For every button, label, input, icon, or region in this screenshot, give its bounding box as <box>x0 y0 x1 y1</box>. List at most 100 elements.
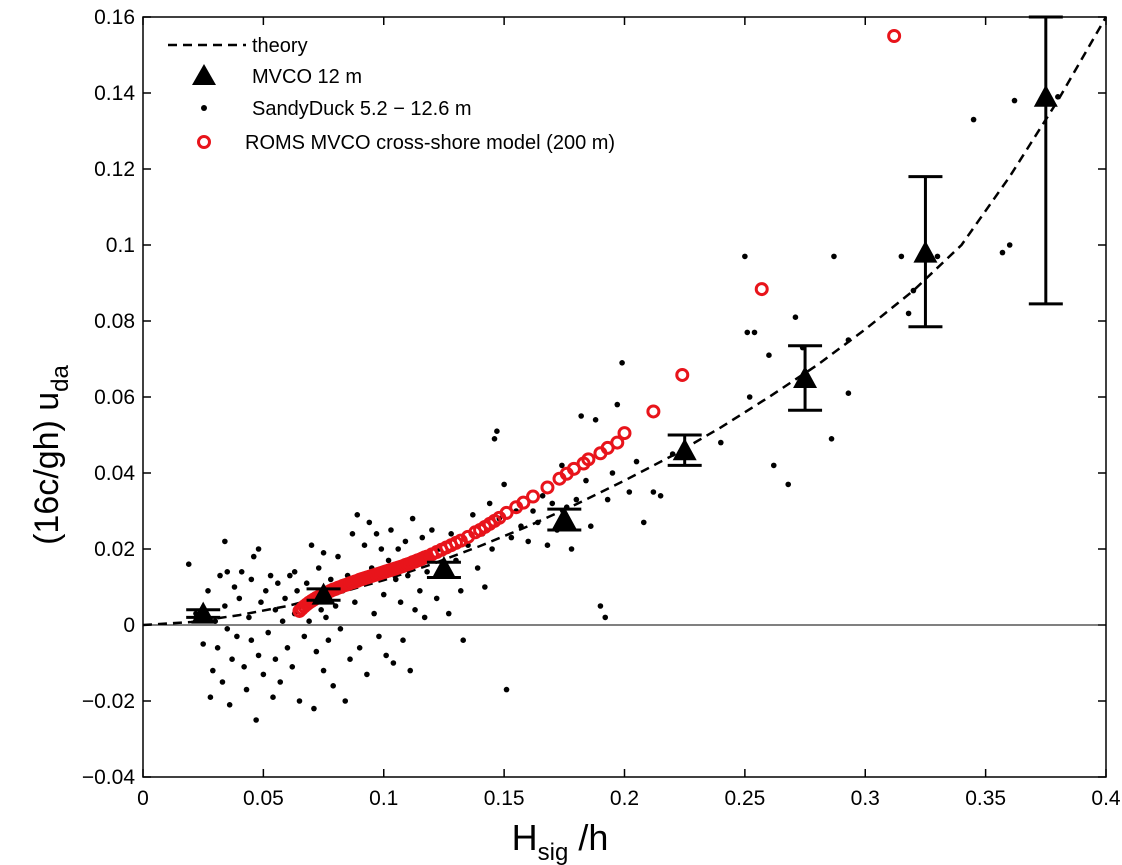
sandyduck-point <box>234 633 240 640</box>
sandyduck-point <box>999 249 1006 256</box>
sandyduck-point <box>185 561 192 567</box>
y-tick-label: 0.08 <box>94 310 135 333</box>
roms-point <box>754 282 769 297</box>
sandyduck-point <box>260 671 267 678</box>
sandyduck-point <box>222 603 228 609</box>
sandyduck-point <box>597 603 604 609</box>
sandyduck-point <box>327 576 334 583</box>
sandyduck-point <box>200 641 206 647</box>
x-tick-label: 0.4 <box>1091 787 1121 810</box>
sandyduck-point <box>482 584 488 590</box>
sandyduck-point <box>1011 97 1018 104</box>
sandyduck-point <box>258 599 264 605</box>
y-tick-label: 0.14 <box>94 82 135 105</box>
sandyduck-point <box>277 679 284 685</box>
sandyduck-point <box>246 614 252 621</box>
y-tick-label: −0.04 <box>82 766 135 789</box>
sandyduck-point <box>287 572 293 579</box>
sandyduck-point <box>294 588 300 594</box>
sandyduck-point <box>845 390 852 397</box>
sandyduck-point <box>241 664 247 670</box>
sandyduck-point <box>592 417 599 423</box>
sandyduck-point <box>207 694 214 700</box>
sandyduck-point <box>337 626 344 632</box>
sandyduck-point <box>306 618 312 624</box>
mvco-series <box>186 15 1063 624</box>
roms-series <box>292 29 902 618</box>
sandyduck-point <box>380 591 387 598</box>
legend: theory MVCO 12 m SandyDuck 5.2 − 12.6 m … <box>168 35 615 154</box>
sandyduck-point <box>494 428 500 435</box>
sandyduck-point <box>248 576 255 583</box>
sandyduck-point <box>587 523 594 529</box>
sandyduck-point <box>275 580 281 586</box>
sandyduck-point <box>335 553 341 560</box>
sandyduck-point <box>253 717 259 723</box>
legend-sandyduck-dot-icon <box>201 105 207 111</box>
sandyduck-point <box>308 542 315 548</box>
sandyduck-point <box>349 531 356 537</box>
sandyduck-point <box>457 588 464 594</box>
sandyduck-point <box>311 705 317 712</box>
legend-roms-label: ROMS MVCO cross-shore model (200 m) <box>245 132 615 154</box>
sandyduck-point <box>279 618 286 624</box>
mvco-point <box>793 366 818 388</box>
sandyduck-point <box>352 599 358 605</box>
y-axis-label: (16c/gh) uda <box>28 364 74 544</box>
sandyduck-point <box>219 679 226 685</box>
roms-point <box>887 29 902 43</box>
sandyduck-point <box>217 572 223 579</box>
sandyduck-point <box>409 515 416 522</box>
sandyduck-point <box>385 557 392 564</box>
roms-point <box>610 435 625 450</box>
sandyduck-point <box>342 698 349 704</box>
y-axis-label-sub: da <box>47 364 74 391</box>
sandyduck-point <box>373 531 380 537</box>
sandyduck-point <box>1006 242 1013 248</box>
sandyduck-point <box>262 588 269 594</box>
sandyduck-point <box>421 614 428 621</box>
x-axis-label-tail: /h <box>568 817 608 858</box>
x-axis-label-sub: sig <box>538 839 569 865</box>
x-tick-label: 0.1 <box>369 787 398 810</box>
sandyduck-point <box>320 667 327 674</box>
sandyduck-point <box>785 481 792 488</box>
sandyduck-point <box>970 116 977 123</box>
sandyduck-point <box>539 493 546 499</box>
roms-point <box>526 489 541 504</box>
sandyduck-point <box>501 481 507 488</box>
sandyduck-point <box>383 652 389 659</box>
plot-area <box>142 16 1107 778</box>
sandyduck-point <box>530 508 536 514</box>
y-tick-label: 0.1 <box>106 234 135 257</box>
sandyduck-point <box>583 477 589 484</box>
x-axis-label-main: H <box>512 817 538 858</box>
sandyduck-point <box>301 633 308 640</box>
sandyduck-point <box>356 645 363 651</box>
sandyduck-point <box>518 523 524 529</box>
sandyduck-point <box>657 493 664 499</box>
sandyduck-point <box>371 610 377 617</box>
sandyduck-point <box>354 512 361 518</box>
roms-point <box>675 367 690 382</box>
sandyduck-point <box>405 572 411 579</box>
sandyduck-point <box>845 337 852 343</box>
y-tick-label: 0.06 <box>94 386 135 409</box>
sandyduck-point <box>535 519 541 526</box>
sandyduck-point <box>544 542 551 548</box>
sandyduck-point <box>640 519 647 526</box>
sandyduck-point <box>474 565 481 571</box>
sandyduck-point <box>284 645 291 651</box>
sandyduck-point <box>626 489 633 495</box>
sandyduck-point <box>831 253 837 260</box>
sandyduck-point <box>568 546 575 552</box>
legend-sandyduck-label: SandyDuck 5.2 − 12.6 m <box>252 98 472 120</box>
sandyduck-point <box>243 686 250 693</box>
sandyduck-point <box>270 694 276 700</box>
sandyduck-point <box>289 664 296 670</box>
x-axis: 0 0.05 0.1 0.15 0.2 0.25 0.3 0.35 0.4 <box>137 17 1121 810</box>
mvco-point <box>191 601 216 624</box>
mvco-point <box>672 438 697 461</box>
sandyduck-point <box>224 626 231 632</box>
